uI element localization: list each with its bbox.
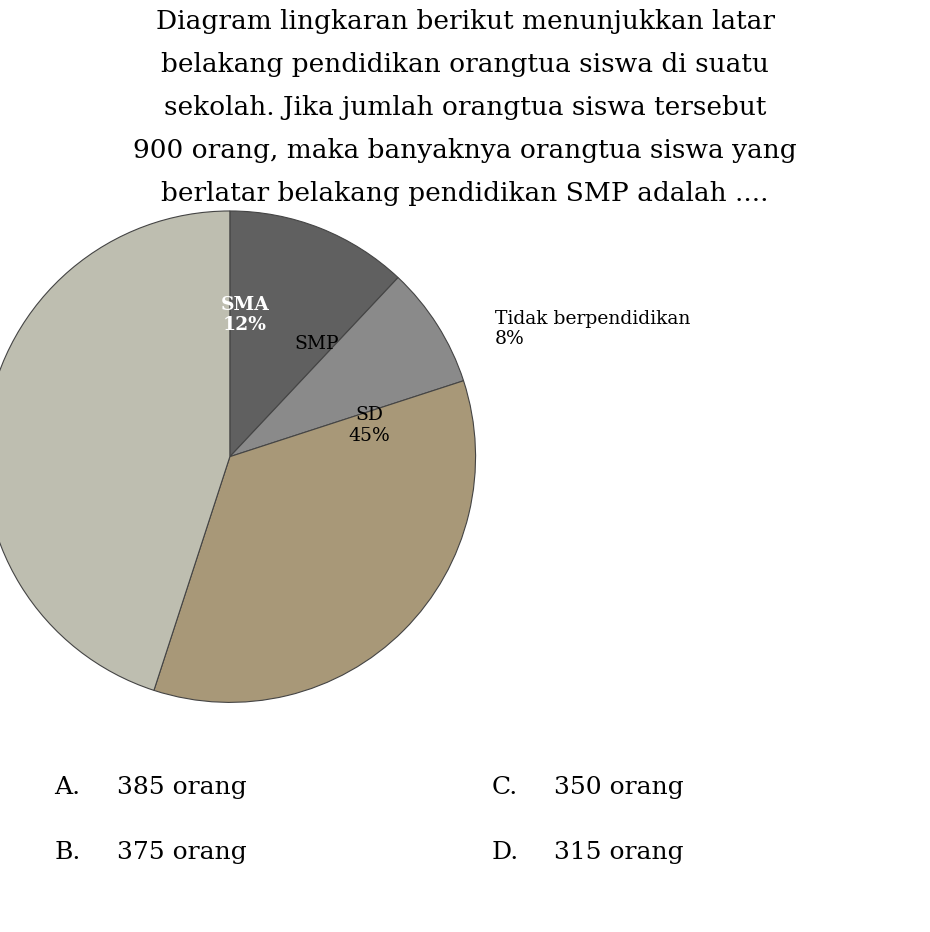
Text: Tidak berpendidikan
8%: Tidak berpendidikan 8% (495, 309, 691, 349)
Wedge shape (230, 278, 463, 457)
Text: B.: B. (54, 842, 81, 865)
Text: 315 orang: 315 orang (554, 842, 684, 865)
Text: belakang pendidikan orangtua siswa di suatu: belakang pendidikan orangtua siswa di su… (161, 52, 769, 77)
Wedge shape (230, 211, 398, 457)
Text: 350 orang: 350 orang (554, 775, 684, 799)
Text: sekolah. Jika jumlah orangtua siswa tersebut: sekolah. Jika jumlah orangtua siswa ters… (164, 95, 766, 120)
Text: SMA
12%: SMA 12% (220, 295, 269, 335)
Text: 385 orang: 385 orang (117, 775, 246, 799)
Text: A.: A. (54, 775, 80, 799)
Text: Diagram lingkaran berikut menunjukkan latar: Diagram lingkaran berikut menunjukkan la… (155, 9, 775, 34)
Text: C.: C. (492, 775, 518, 799)
Text: SD
45%: SD 45% (348, 406, 390, 445)
Text: D.: D. (492, 842, 519, 865)
Text: SMP: SMP (295, 335, 339, 352)
Wedge shape (154, 381, 475, 703)
Text: 375 orang: 375 orang (117, 842, 246, 865)
Wedge shape (0, 211, 230, 691)
Text: berlatar belakang pendidikan SMP adalah ....: berlatar belakang pendidikan SMP adalah … (161, 181, 769, 206)
Text: 900 orang, maka banyaknya orangtua siswa yang: 900 orang, maka banyaknya orangtua siswa… (133, 138, 797, 163)
